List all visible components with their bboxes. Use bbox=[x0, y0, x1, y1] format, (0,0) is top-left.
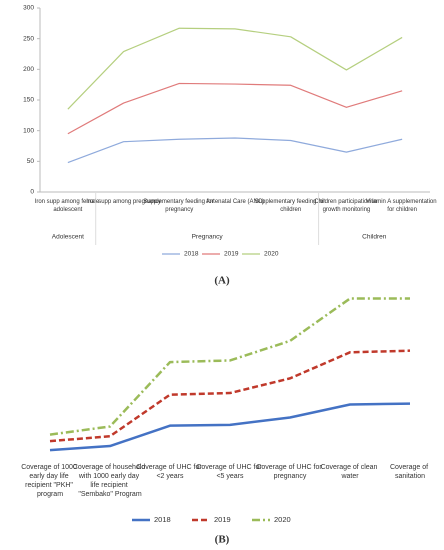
series-line bbox=[49, 402, 411, 452]
series-line bbox=[67, 27, 403, 110]
series-line bbox=[49, 297, 410, 436]
legend-label: 2020 bbox=[274, 515, 291, 524]
x-tick-label: Supplementary feeding for pregnancy bbox=[143, 199, 215, 213]
series-line bbox=[67, 137, 403, 164]
x-tick-label: Coverage of sanitation bbox=[390, 464, 430, 480]
x-tick-label: Antenatal Care (ANC) bbox=[206, 199, 264, 205]
y-tick-label: 50 bbox=[27, 158, 35, 165]
legend-label: 2019 bbox=[224, 251, 239, 258]
x-tick-label: Coverage of UHC for <2 years bbox=[136, 464, 203, 480]
x-tick-label: Iron supp among female adolescent bbox=[35, 199, 101, 213]
x-tick-label: Coverage of UHC for pregnancy bbox=[256, 464, 323, 480]
panel-label: (B) bbox=[215, 534, 230, 546]
group-label: Pregnancy bbox=[192, 234, 224, 241]
x-tick-label: Supplementary feeding for children bbox=[255, 199, 327, 213]
y-tick-label: 100 bbox=[23, 127, 34, 134]
legend-label: 2019 bbox=[214, 515, 231, 524]
y-tick-label: 150 bbox=[23, 97, 34, 104]
group-label: Adolescent bbox=[52, 234, 84, 241]
x-tick-label: Vitamin A supplementation for children bbox=[366, 199, 438, 213]
x-tick-label: Coverage of clean water bbox=[321, 464, 380, 480]
y-tick-label: 250 bbox=[23, 35, 34, 42]
y-tick-label: 200 bbox=[23, 66, 34, 73]
x-tick-label: Iron supp among pregnancy bbox=[86, 199, 161, 205]
series-line bbox=[49, 349, 411, 443]
legend-label: 2020 bbox=[264, 251, 279, 258]
x-tick-label: Children participation in growth monitor… bbox=[314, 199, 378, 213]
x-tick-label: Coverage of household with 1000 early da… bbox=[73, 464, 147, 498]
x-tick-label: Coverage of 1000 early day life recipien… bbox=[21, 464, 79, 498]
y-tick-label: 0 bbox=[30, 189, 34, 196]
x-tick-label: Coverage of UHC for <5 years bbox=[196, 464, 263, 480]
legend-label: 2018 bbox=[184, 251, 199, 258]
series-line bbox=[67, 82, 403, 135]
y-tick-label: 300 bbox=[23, 5, 34, 12]
legend-label: 2018 bbox=[154, 515, 171, 524]
panel-label: (A) bbox=[214, 275, 230, 287]
group-label: Children bbox=[362, 234, 387, 241]
